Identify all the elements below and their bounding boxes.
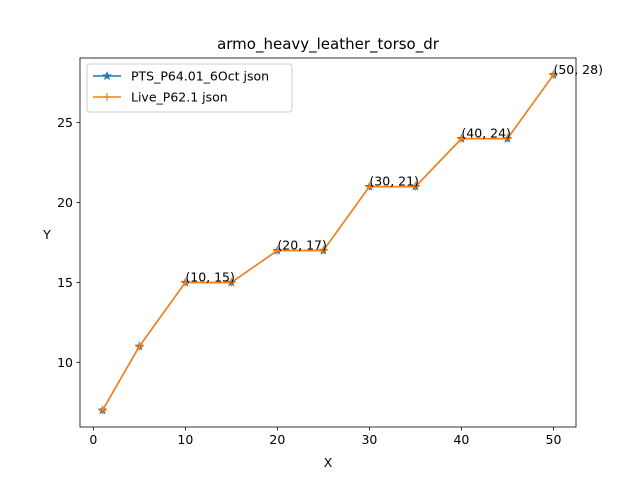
legend-label: PTS_P64.01_6Oct json: [131, 69, 269, 84]
legend-label: Live_P62.1 json: [131, 90, 228, 105]
y-axis-label: Y: [42, 227, 51, 242]
data-label: (40, 24): [461, 126, 511, 141]
x-axis-label: X: [324, 455, 333, 470]
data-label: (50, 28): [553, 62, 603, 77]
data-point: [319, 246, 328, 255]
plot-area: (10, 15) (20, 17) (30, 21) (40, 24) (50, 28)…: [57, 57, 603, 447]
x-tick-label: 50: [546, 432, 562, 447]
x-tick-label: 30: [361, 432, 377, 447]
legend-marker: [103, 93, 111, 101]
legend-marker: [102, 70, 112, 81]
data-point: [457, 134, 466, 143]
data-point: [135, 342, 144, 351]
x-tick-label: 40: [453, 432, 469, 447]
data-label: (30, 21): [369, 174, 419, 189]
data-point: [549, 70, 558, 79]
data-label: (10, 15): [185, 269, 235, 284]
data-point: [181, 278, 190, 287]
legend: PTS_P64.01_6Oct json Live_P62.1 json: [86, 63, 293, 113]
x-tick-label: 10: [177, 432, 193, 447]
data-point: [227, 278, 236, 287]
y-tick-label: 15: [57, 275, 73, 290]
legend-item: PTS_P64.01_6Oct json: [93, 69, 269, 84]
legend-item: Live_P62.1 json: [93, 90, 228, 105]
data-point: [98, 406, 107, 415]
x-tick-label: 20: [269, 432, 285, 447]
y-tick-label: 10: [57, 355, 73, 370]
legend-frame: [86, 63, 293, 113]
data-point: [503, 134, 512, 143]
plot-frame: [79, 57, 577, 428]
series-markers-2: [98, 70, 558, 415]
data-point: [411, 182, 420, 191]
y-tick-label: 25: [57, 115, 73, 130]
y-tick-label: 20: [57, 195, 73, 210]
data-point: [365, 182, 374, 191]
data-point: [273, 246, 282, 255]
chart-title: armo_heavy_leather_torso_dr: [217, 35, 440, 54]
data-label: (20, 17): [277, 237, 327, 252]
x-tick-label: 0: [89, 432, 97, 447]
